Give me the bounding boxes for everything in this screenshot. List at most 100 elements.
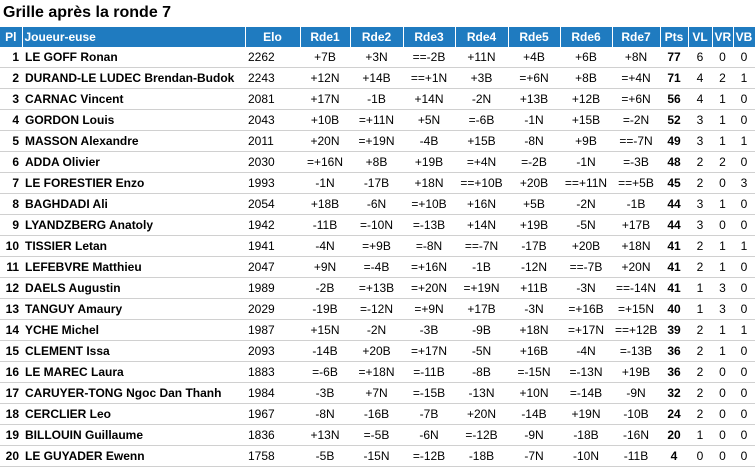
table-cell: -18B <box>560 424 612 446</box>
table-cell: 56 <box>660 88 688 110</box>
table-cell: 41 <box>660 277 688 299</box>
column-header: Rde7 <box>612 27 661 47</box>
table-cell: +20N <box>300 130 350 152</box>
table-row: 14 YCHE Michel 1987 +15N -2N -3B -9B +18N =+17N =… <box>0 319 755 341</box>
table-cell: =-2B <box>508 151 560 173</box>
table-cell: -16B <box>350 403 403 425</box>
table-cell: 0 <box>688 445 712 467</box>
table-cell: 0 <box>733 256 755 278</box>
table-cell: ==+10B <box>455 172 508 194</box>
table-cell: =-14B <box>560 382 612 404</box>
table-cell: -5N <box>455 340 508 362</box>
table-row: 10 TISSIER Letan 1941 -4N =+9B =-8N ==-7N -17B +… <box>0 235 755 257</box>
table-cell: 0 <box>733 298 755 320</box>
table-row: 20 LE GUYADER Ewenn 1758 -5B -15N =-12B -18B -7… <box>0 445 755 467</box>
table-row: 18 CERCLIER Leo 1967 -8N -16B -7B +20N -14B +19N… <box>0 403 755 425</box>
header-row: Pl Joueur-euse Elo Rde1 Rde2 Rde3 Rde4 Rde5 Rde6… <box>0 27 755 47</box>
table-cell: 4 <box>0 109 22 131</box>
table-row: 1 LE GOFF Ronan 2262 +7B +3N ==-2B +11N +4B +6B +… <box>0 47 755 68</box>
table-row: 9 LYANDZBERG Anatoly 1942 -11B =-10N =-13B +14… <box>0 214 755 236</box>
table-cell: 13 <box>0 298 22 320</box>
table-cell: 9 <box>0 214 22 236</box>
table-row: 11 LEFEBVRE Matthieu 2047 +9N =-4B =+16N -1B -1… <box>0 256 755 278</box>
table-cell: +12N <box>300 67 350 89</box>
column-header: Joueur-euse <box>22 27 246 47</box>
table-row: 12 DAELS Augustin 1989 -2B =+13B =+20N =+19N +1… <box>0 277 755 299</box>
table-cell: +17B <box>455 298 508 320</box>
table-cell: =-12B <box>403 445 455 467</box>
table-cell: +8B <box>350 151 403 173</box>
table-cell: -6N <box>350 193 403 215</box>
table-cell: -11B <box>612 445 660 467</box>
table-cell: -1B <box>455 256 508 278</box>
table-cell: =+16N <box>300 151 350 173</box>
table-row: 7 LE FORESTIER Enzo 1993 -1N -17B +18N ==+10B +… <box>0 172 755 194</box>
table-cell: +15N <box>300 319 350 341</box>
table-cell: 2 <box>0 67 22 89</box>
table-cell: 1883 <box>245 361 300 383</box>
table-cell: -3B <box>300 382 350 404</box>
table-cell: 1993 <box>245 172 300 194</box>
table-cell: 2 <box>688 151 712 173</box>
table-cell: MASSON Alexandre <box>22 130 245 152</box>
table-cell: 1941 <box>245 235 300 257</box>
column-header: Rde2 <box>350 27 404 47</box>
table-cell: 1758 <box>245 445 300 467</box>
table-cell: 2 <box>688 235 712 257</box>
table-cell: +12B <box>560 88 612 110</box>
table-cell: +7B <box>300 47 350 68</box>
table-cell: 41 <box>660 235 688 257</box>
table-cell: 1 <box>712 130 733 152</box>
table-cell: +19B <box>612 361 660 383</box>
table-cell: 1 <box>688 298 712 320</box>
table-cell: -19B <box>300 298 350 320</box>
table-cell: -8B <box>455 361 508 383</box>
table-row: 4 GORDON Louis 2043 +10B =+11N +5N =-6B -1N +15B… <box>0 109 755 131</box>
table-cell: 41 <box>660 256 688 278</box>
table-cell: 2047 <box>245 256 300 278</box>
table-cell: 77 <box>660 47 688 68</box>
table-cell: ==-2B <box>403 47 455 68</box>
table-cell: ==+1N <box>403 67 455 89</box>
table-cell: 15 <box>0 340 22 362</box>
table-cell: -4N <box>300 235 350 257</box>
table-cell: 6 <box>0 151 22 173</box>
table-cell: 18 <box>0 403 22 425</box>
table-cell: +9B <box>560 130 612 152</box>
table-cell: 10 <box>0 235 22 257</box>
table-cell: -9N <box>508 424 560 446</box>
table-cell: 71 <box>660 67 688 89</box>
table-cell: 2243 <box>245 67 300 89</box>
table-cell: 0 <box>733 445 755 467</box>
table-cell: 36 <box>660 361 688 383</box>
table-cell: 0 <box>733 361 755 383</box>
table-cell: -1N <box>560 151 612 173</box>
table-cell: 0 <box>733 214 755 236</box>
table-cell: 1 <box>733 319 755 341</box>
table-cell: +19B <box>508 214 560 236</box>
table-cell: TANGUY Amaury <box>22 298 245 320</box>
table-cell: 0 <box>712 382 733 404</box>
table-cell: 1987 <box>245 319 300 341</box>
table-cell: -7B <box>403 403 455 425</box>
table-cell: 2 <box>688 361 712 383</box>
table-row: 2 DURAND-LE LUDEC Brendan-Budok 2243 +12N +1… <box>0 67 755 89</box>
table-cell: 20 <box>660 424 688 446</box>
table-row: 6 ADDA Olivier 2030 =+16N +8B +19B =+4N =-2B -1N… <box>0 151 755 173</box>
table-cell: 4 <box>660 445 688 467</box>
table-cell: -1N <box>300 172 350 194</box>
table-cell: 8 <box>0 193 22 215</box>
table-cell: 45 <box>660 172 688 194</box>
table-cell: ==-7N <box>612 130 660 152</box>
table-cell: +20B <box>508 172 560 194</box>
table-cell: =-12N <box>350 298 403 320</box>
table-cell: =+17N <box>560 319 612 341</box>
table-cell: ==+11N <box>560 172 612 194</box>
table-cell: 0 <box>733 109 755 131</box>
table-cell: -1B <box>350 88 403 110</box>
table-row: 13 TANGUY Amaury 2029 -19B =-12N =+9N +17B -3N =… <box>0 298 755 320</box>
table-cell: 2011 <box>245 130 300 152</box>
table-row: 8 BAGHDADI Ali 2054 +18B -6N =+10B +16N +5B -2N -… <box>0 193 755 215</box>
table-cell: -10N <box>560 445 612 467</box>
